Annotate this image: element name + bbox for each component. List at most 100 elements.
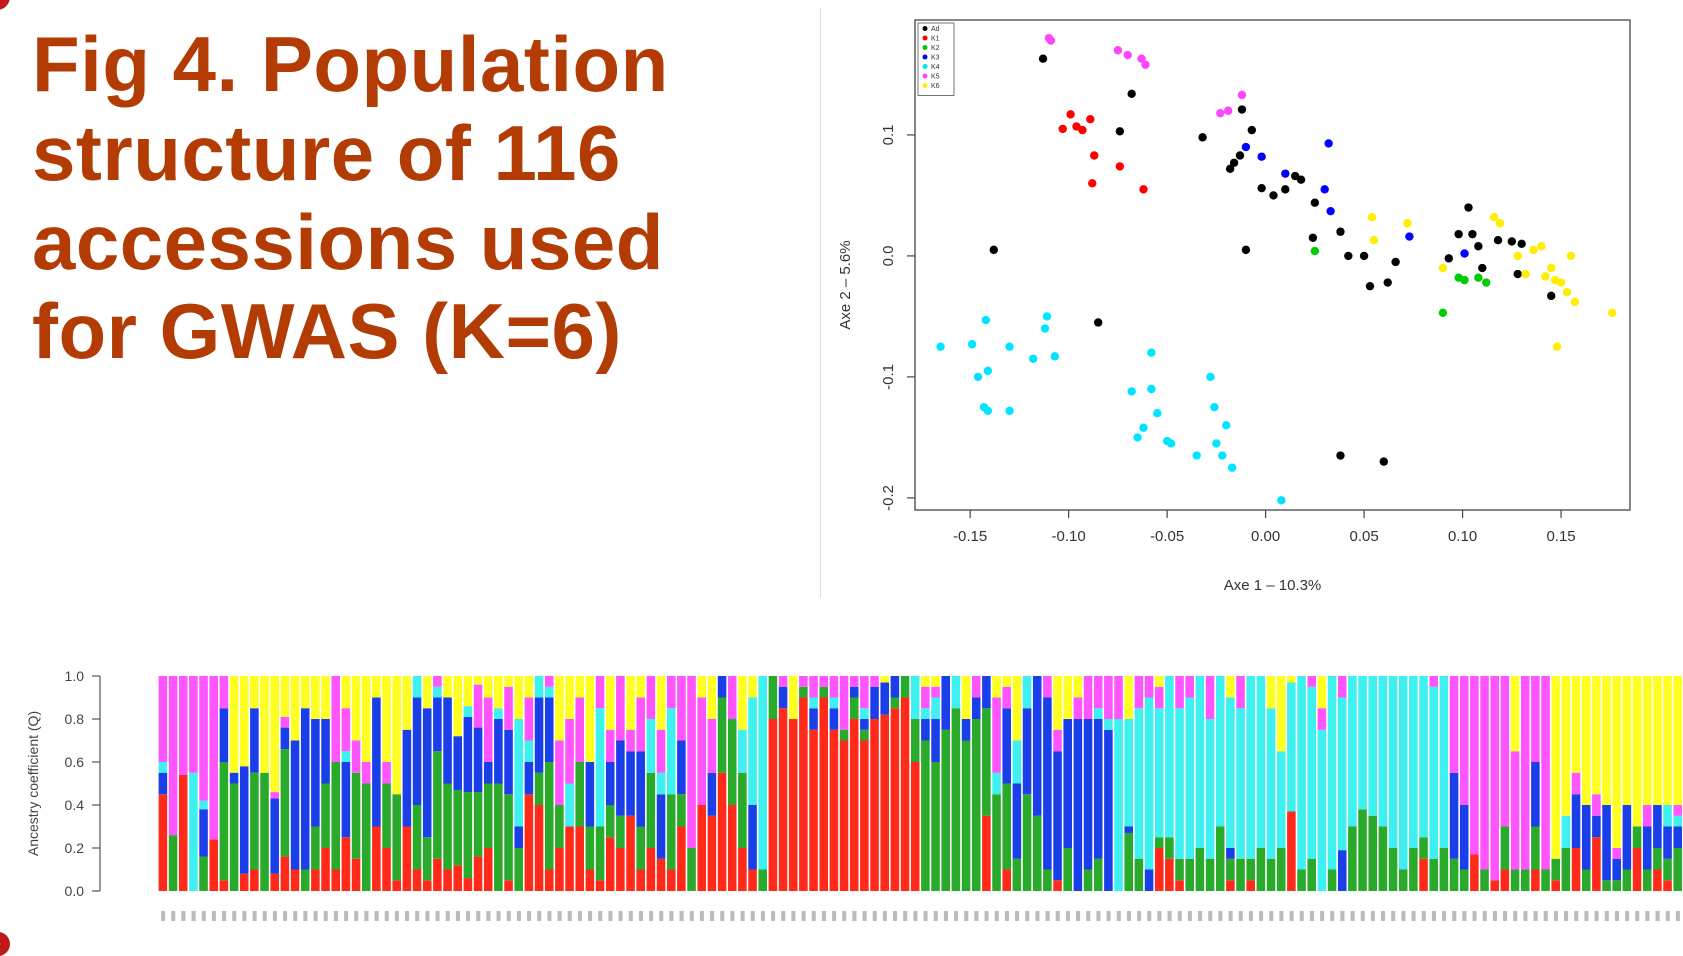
ancestry-segment: [1541, 869, 1550, 891]
ancestry-segment: [311, 676, 320, 719]
scatter-point: [1212, 439, 1221, 448]
ancestry-segment: [1053, 880, 1062, 891]
ancestry-segment: [585, 676, 595, 762]
ancestry-segment: [1165, 676, 1174, 838]
accession-tick: [1381, 911, 1386, 921]
ancestry-column: [1561, 676, 1571, 891]
ancestry-segment: [941, 729, 950, 891]
ancestry-segment: [473, 856, 483, 891]
ancestry-segment: [453, 736, 462, 790]
ancestry-segment: [717, 676, 727, 698]
ancestry-segment: [931, 697, 940, 719]
accession-tick: [496, 911, 501, 921]
ancestry-segment: [636, 826, 645, 870]
ancestry-segment: [534, 772, 544, 805]
ancestry-segment: [1022, 708, 1032, 795]
ancestry-segment: [514, 826, 523, 848]
accession-tick: [506, 911, 511, 921]
accession-tick: [344, 911, 349, 921]
accession-tick: [1442, 911, 1447, 921]
scatter-point: [1050, 352, 1060, 361]
ancestry-segment: [504, 686, 513, 730]
ancestry-segment: [1012, 783, 1022, 859]
ancestry-segment: [402, 729, 412, 827]
accession-tick: [252, 911, 257, 921]
scatter-point: [1115, 162, 1125, 171]
scatter-point: [1310, 198, 1320, 207]
ancestry-segment: [1022, 676, 1032, 709]
ancestry-segment: [1632, 848, 1642, 891]
ancestry-segment: [178, 774, 188, 891]
ancestry-segment: [778, 676, 788, 687]
accession-tick: [181, 911, 186, 921]
ancestry-segment: [544, 762, 554, 870]
ancestry-segment: [209, 676, 218, 840]
scatter-point: [1028, 354, 1038, 363]
ancestry-column: [1571, 676, 1581, 891]
ancestry-segment: [1510, 751, 1520, 870]
ancestry-column: [422, 676, 432, 891]
ancestry-segment: [1104, 676, 1113, 719]
ancestry-segment: [1226, 880, 1235, 891]
ancestry-column: [1663, 676, 1672, 891]
ancestry-segment: [189, 772, 198, 891]
ancestry-column: [626, 676, 635, 891]
ancestry-column: [738, 676, 747, 891]
scatter-point: [1513, 269, 1522, 279]
ancestry-segment: [1154, 676, 1164, 687]
ancestry-segment: [524, 794, 534, 891]
ancestry-segment: [1154, 708, 1164, 838]
scatter-point: [1257, 152, 1266, 161]
scatter-point: [1257, 183, 1266, 193]
ancestry-segment: [860, 740, 869, 891]
ancestry-segment: [697, 805, 706, 891]
ancestry-segment: [1602, 880, 1611, 891]
scatter-point: [1113, 46, 1123, 55]
ancestry-segment: [1083, 676, 1093, 719]
ancestry-segment: [1531, 869, 1540, 891]
ancestry-segment: [829, 708, 839, 730]
ancestry-column: [1612, 676, 1621, 891]
ancestry-segment: [311, 719, 320, 827]
ancestry-column: [1256, 676, 1266, 891]
accession-tick: [1340, 911, 1345, 921]
scatter-point: [1086, 115, 1095, 124]
ancestry-segment: [453, 676, 462, 737]
ancestry-segment: [1337, 850, 1347, 891]
accession-tick: [801, 911, 806, 921]
ancestry-segment: [433, 751, 442, 859]
accession-tick: [222, 911, 227, 921]
ancestry-segment: [1246, 676, 1255, 859]
ancestry-segment: [463, 792, 473, 879]
scatter-point: [1227, 463, 1237, 472]
ancestry-segment: [1622, 676, 1632, 805]
ancestry-segment: [839, 729, 849, 741]
ancestry-segment: [280, 676, 290, 717]
ancestry-segment: [565, 783, 574, 827]
ancestry-column: [1154, 676, 1164, 891]
ancestry-segment: [636, 869, 645, 891]
ancestry-segment: [1419, 858, 1428, 891]
ancestry-column: [1307, 676, 1316, 891]
ancestry-segment: [1002, 869, 1011, 891]
ancestry-segment: [992, 697, 1001, 773]
ancestry-column: [616, 676, 625, 891]
accession-tick: [527, 911, 532, 921]
ancestry-segment: [443, 783, 452, 870]
ancestry-segment: [788, 676, 798, 719]
scatter-point: [1460, 275, 1469, 285]
ancestry-column: [1236, 676, 1245, 891]
ancestry-segment: [575, 697, 584, 762]
ancestry-column: [971, 676, 981, 891]
ancestry-segment: [585, 869, 595, 891]
ancestry-segment: [463, 706, 473, 717]
ancestry-segment: [921, 740, 930, 891]
scatter-point: [1369, 235, 1379, 245]
ancestry-column: [321, 676, 330, 891]
legend-swatch: [922, 26, 928, 31]
scatter-point: [1137, 54, 1146, 63]
scatter-point: [1529, 245, 1538, 255]
ancestry-column: [788, 676, 798, 891]
accession-tick: [1167, 911, 1172, 921]
ancestry-segment: [565, 826, 574, 891]
